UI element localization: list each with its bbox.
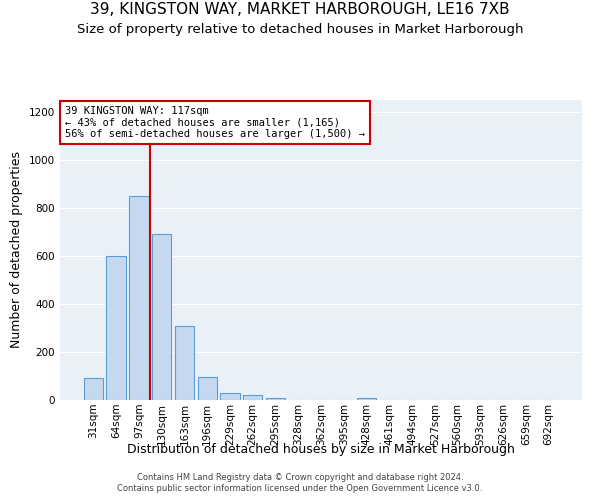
Bar xyxy=(243,395,262,400)
Bar xyxy=(266,398,285,400)
Bar xyxy=(197,377,217,400)
Bar xyxy=(84,378,103,400)
Text: Distribution of detached houses by size in Market Harborough: Distribution of detached houses by size … xyxy=(127,442,515,456)
Bar xyxy=(220,393,239,400)
Text: 39, KINGSTON WAY, MARKET HARBOROUGH, LE16 7XB: 39, KINGSTON WAY, MARKET HARBOROUGH, LE1… xyxy=(90,2,510,18)
Text: Contains HM Land Registry data © Crown copyright and database right 2024.: Contains HM Land Registry data © Crown c… xyxy=(137,472,463,482)
Text: Contains public sector information licensed under the Open Government Licence v3: Contains public sector information licen… xyxy=(118,484,482,493)
Bar xyxy=(152,234,172,400)
Bar xyxy=(357,398,376,400)
Bar xyxy=(106,256,126,400)
Y-axis label: Number of detached properties: Number of detached properties xyxy=(10,152,23,348)
Text: 39 KINGSTON WAY: 117sqm
← 43% of detached houses are smaller (1,165)
56% of semi: 39 KINGSTON WAY: 117sqm ← 43% of detache… xyxy=(65,106,365,139)
Bar xyxy=(129,196,149,400)
Bar xyxy=(175,326,194,400)
Text: Size of property relative to detached houses in Market Harborough: Size of property relative to detached ho… xyxy=(77,22,523,36)
